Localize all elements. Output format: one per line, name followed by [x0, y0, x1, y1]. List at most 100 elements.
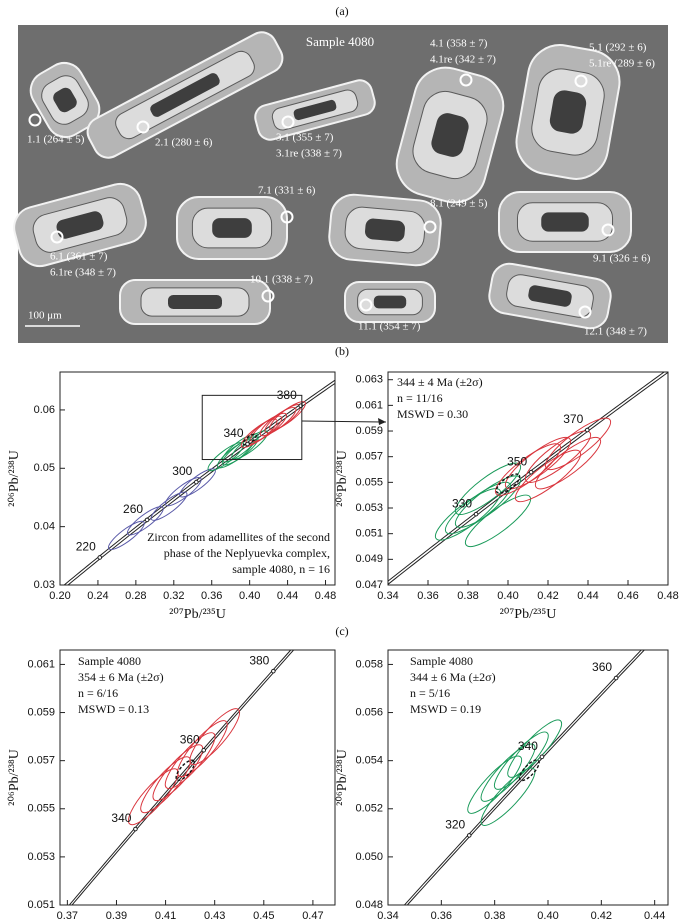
- analysis-ellipse: [534, 436, 602, 490]
- x-tick-label: 0.36: [431, 910, 452, 920]
- analysis-ellipse: [480, 767, 536, 826]
- x-tick-label: 0.32: [163, 590, 184, 602]
- grain-core: [365, 218, 405, 242]
- y-axis-label: ²⁰⁶Pb/²³⁸U: [7, 749, 22, 806]
- analysis-spot: [574, 74, 588, 88]
- concordia-age-point: [539, 754, 545, 760]
- x-tick-label: 0.41: [155, 910, 176, 920]
- x-tick-label: 0.40: [239, 590, 260, 602]
- mean-ellipse: [495, 473, 521, 494]
- x-tick-label: 0.24: [87, 590, 108, 602]
- zoom-arrow: [301, 420, 387, 423]
- grain-label: 10.1 (338 ± 7): [250, 274, 313, 286]
- annotation: 344 ± 4 Ma (±2σ): [397, 375, 483, 389]
- zircon-grain: [395, 66, 505, 204]
- annotation: MSWD = 0.13: [78, 702, 149, 716]
- y-tick-label: 0.053: [355, 502, 383, 514]
- x-tick-label: 0.38: [484, 910, 505, 920]
- grain-label: 3.1re (338 ± 7): [276, 148, 342, 160]
- x-tick-label: 0.48: [315, 590, 336, 602]
- annotation: MSWD = 0.30: [397, 407, 468, 421]
- concordia-age-point: [194, 479, 199, 485]
- y-tick-label: 0.063: [355, 374, 383, 386]
- annotation: n = 6/16: [78, 686, 118, 700]
- y-tick-label: 0.058: [355, 658, 383, 670]
- grain-label: 2.1 (280 ± 6): [155, 137, 213, 149]
- zircon-grain: [29, 61, 101, 139]
- panel-label: (b): [335, 344, 349, 358]
- x-tick-label: 0.28: [125, 590, 146, 602]
- grain-core: [549, 90, 587, 134]
- concordia-age-label: 370: [563, 412, 583, 426]
- concordia-line: [71, 650, 295, 905]
- panel-label: (a): [335, 4, 348, 18]
- concordia-age-point: [245, 441, 250, 447]
- mean-ellipse: [242, 433, 257, 446]
- x-tick-label: 0.45: [253, 910, 274, 920]
- concordia: [388, 372, 668, 585]
- grain-core: [53, 87, 77, 113]
- inset-box: [201, 394, 303, 461]
- concordia-age-point: [466, 833, 472, 838]
- concordia-line: [388, 372, 665, 582]
- x-tick-label: 0.34: [377, 590, 398, 602]
- grain-core: [150, 73, 220, 117]
- mean-ellipse: [175, 759, 196, 782]
- y-axis-label: ²⁰⁶Pb/²³⁸U: [7, 450, 22, 507]
- analysis-spot: [423, 220, 437, 234]
- x-tick-label: 0.20: [49, 590, 70, 602]
- grain-core: [293, 99, 337, 121]
- x-tick-label: 0.44: [577, 590, 598, 602]
- y-axis-label: ²⁰⁶Pb/²³⁸U: [335, 749, 350, 806]
- y-tick-label: 0.047: [355, 579, 383, 591]
- annotation: Sample 4080: [78, 654, 141, 668]
- concordia-age-label: 220: [76, 540, 96, 554]
- zircon-grain: [328, 193, 442, 267]
- grain-core: [541, 212, 589, 232]
- concordia-age-label: 320: [445, 818, 465, 832]
- grain-label: 11.1 (354 ± 7): [358, 321, 421, 333]
- grain-label: 12.1 (348 ± 7): [584, 326, 647, 338]
- x-tick-label: 0.48: [657, 590, 678, 602]
- analysis-spot: [459, 73, 473, 87]
- concordia-age-point: [133, 826, 138, 832]
- x-tick-label: 0.34: [377, 910, 398, 920]
- x-axis-label: ²⁰⁷Pb/²³⁵U: [500, 607, 557, 622]
- grain-label: 9.1 (326 ± 6): [593, 253, 651, 265]
- y-tick-label: 0.055: [27, 803, 55, 815]
- concordia: [403, 650, 646, 905]
- concordia-line: [388, 372, 668, 585]
- concordia-age-label: 360: [180, 732, 200, 746]
- x-tick-label: 0.40: [537, 910, 558, 920]
- x-tick-label: 0.42: [591, 910, 612, 920]
- concordia-age-label: 340: [518, 739, 538, 753]
- x-tick-label: 0.39: [106, 910, 127, 920]
- concordia-age-label: 340: [111, 811, 131, 825]
- grain-label: 6.1re (348 ± 7): [50, 267, 116, 279]
- x-tick-label: 0.44: [277, 590, 298, 602]
- grain-core: [528, 285, 572, 307]
- zircon-grain: [176, 196, 288, 260]
- grain-core: [168, 294, 222, 310]
- zoom-arrowhead: [378, 418, 386, 425]
- y-tick-label: 0.059: [27, 706, 55, 718]
- grain-label: 7.1 (331 ± 6): [258, 185, 316, 197]
- y-tick-label: 0.057: [27, 755, 55, 767]
- analysis-spot: [136, 120, 150, 134]
- annotation: Zircon from adamellites of the second: [147, 530, 330, 544]
- analysis-spot: [28, 113, 42, 127]
- analysis-spot: [578, 305, 592, 319]
- concordia-age-label: 300: [172, 464, 192, 478]
- zircon-grain: [86, 31, 284, 159]
- annotation: n = 11/16: [397, 391, 443, 405]
- concordia-line: [68, 650, 292, 905]
- concordia-age-point: [271, 668, 276, 674]
- analysis-ellipse: [127, 768, 179, 826]
- concordia-line: [63, 379, 335, 585]
- analysis-ellipse: [504, 436, 572, 490]
- x-tick-label: 0.38: [457, 590, 478, 602]
- y-tick-label: 0.057: [355, 451, 383, 463]
- plot-frame: [387, 371, 669, 586]
- analysis-spot: [601, 223, 615, 237]
